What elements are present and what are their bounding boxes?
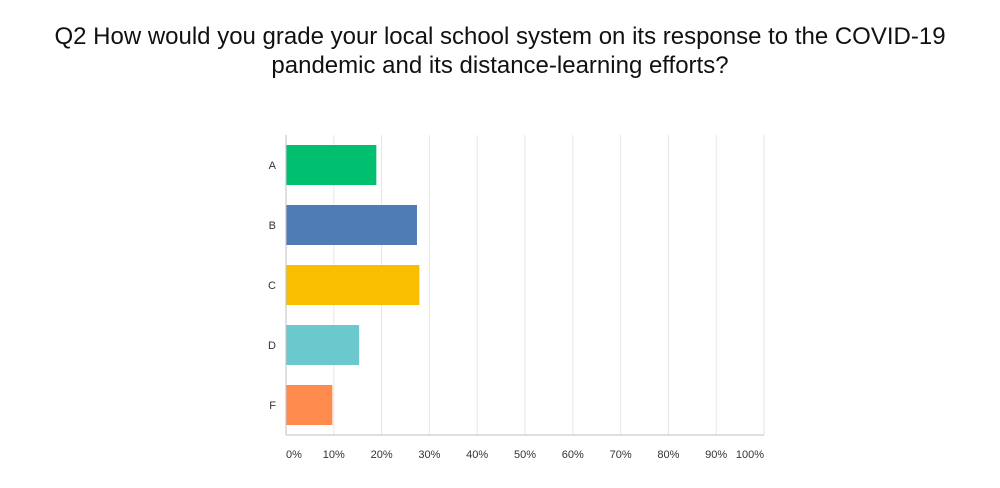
category-label: D [268,340,276,352]
bar-f [286,385,333,425]
bar-d [286,325,360,365]
x-tick-label: 90% [705,449,727,461]
x-tick-label: 20% [371,449,393,461]
chart-title: Q2 How would you grade your local school… [54,23,946,79]
category-label: C [268,280,276,292]
x-tick-label: 60% [562,449,584,461]
bars [286,145,420,425]
bar-a [286,145,377,185]
category-labels: A B C D F [268,160,277,412]
x-tick-label: 70% [610,449,632,461]
x-tick-label: 30% [418,449,440,461]
category-label: F [269,400,276,412]
x-tick-label: 0% [286,449,302,461]
x-tick-label: 80% [657,449,679,461]
x-tick-label: 100% [736,449,764,461]
category-label: B [269,220,276,232]
x-tick-label: 10% [323,449,345,461]
bar-b [286,205,417,245]
grid-lines [333,135,765,435]
x-tick-labels: 0% 10% 20% 30% 40% 50% 60% 70% 80% 90% 100% [286,449,764,461]
bar-c [286,265,420,305]
category-label: A [269,160,277,172]
x-tick-label: 40% [466,449,488,461]
x-tick-label: 50% [514,449,536,461]
axes [285,135,764,436]
